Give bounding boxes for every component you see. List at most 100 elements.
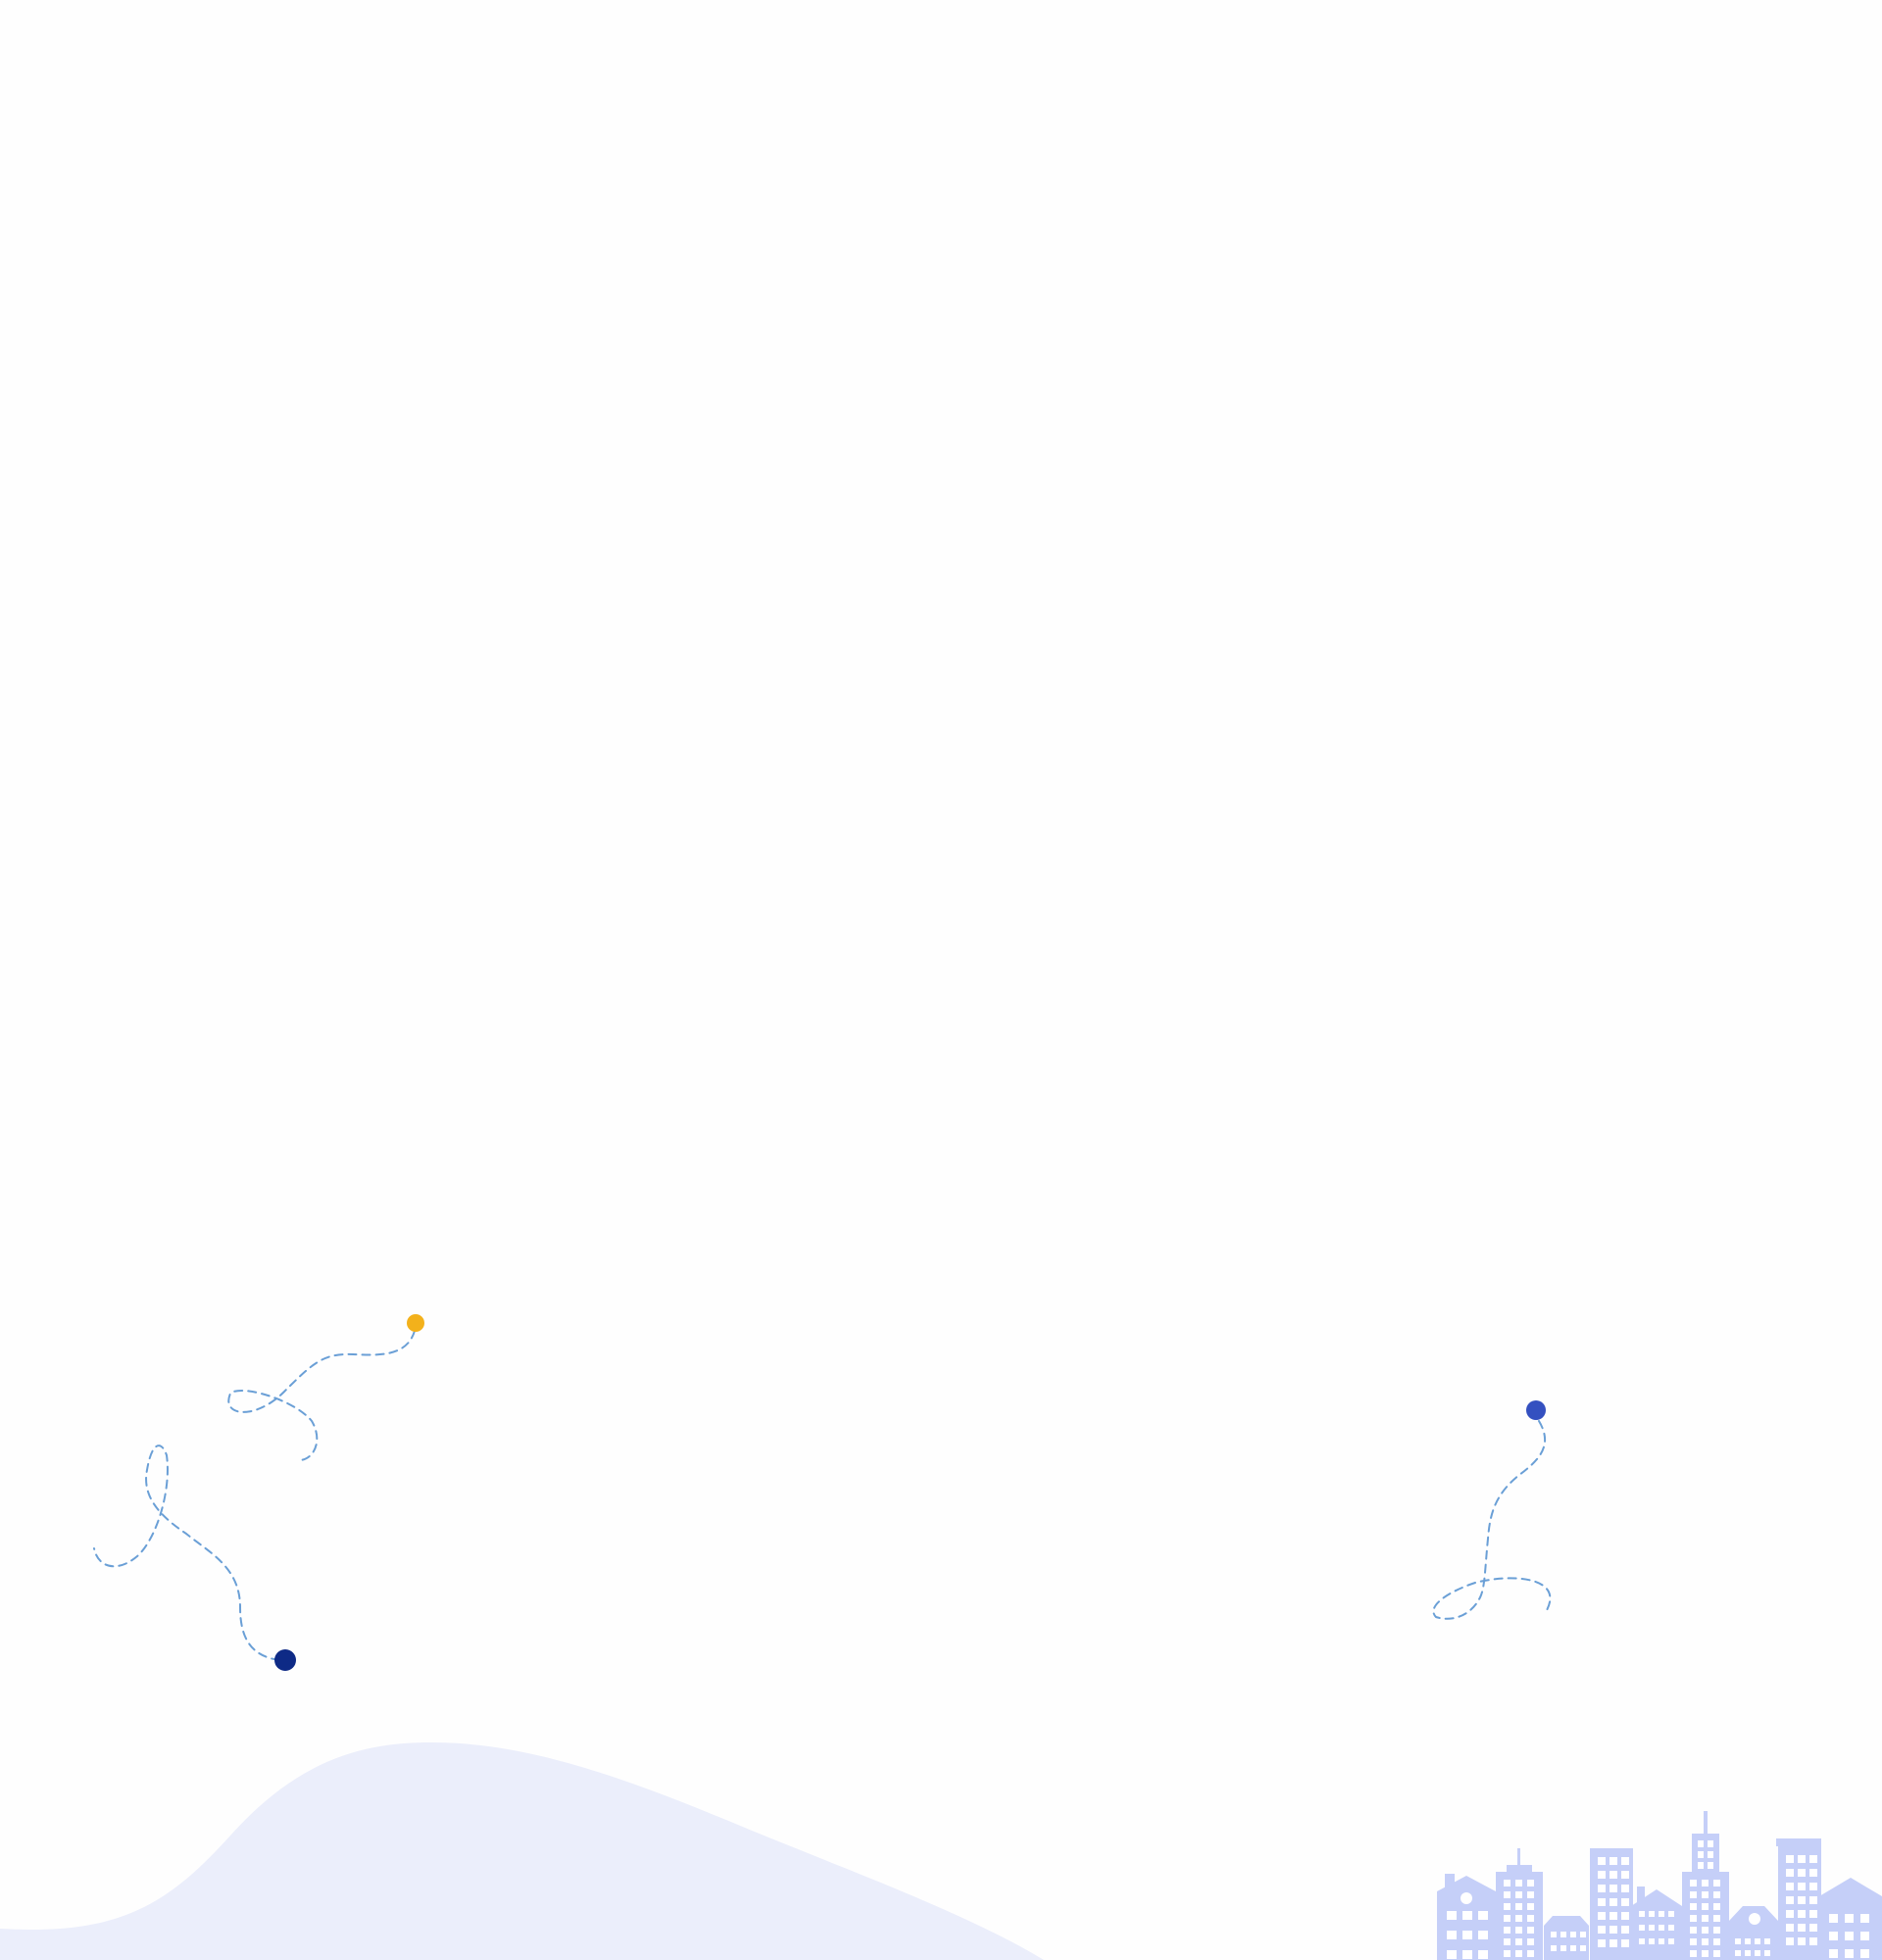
skyline-window — [1598, 1912, 1606, 1920]
skyline-window — [1570, 1932, 1576, 1937]
blue-dot — [1526, 1400, 1546, 1420]
skyline-window — [1845, 1914, 1854, 1923]
skyline-window — [1829, 1932, 1838, 1940]
skyline-window — [1639, 1911, 1645, 1917]
skyline-window — [1690, 1891, 1697, 1898]
skyline-window — [1690, 1950, 1697, 1957]
skyline-window — [1786, 1883, 1794, 1890]
skyline-window — [1447, 1931, 1457, 1939]
skyline-window — [1702, 1927, 1709, 1934]
skyline-window — [1690, 1880, 1697, 1886]
dashed-trail-blue — [1432, 1420, 1552, 1620]
skyline-window — [1860, 1932, 1869, 1940]
skyline-window — [1845, 1932, 1854, 1940]
yellow-dot — [407, 1314, 424, 1332]
skyline-window — [1708, 1862, 1713, 1869]
skyline-window — [1713, 1938, 1720, 1945]
skyline-window — [1504, 1891, 1511, 1898]
skyline-window — [1527, 1891, 1534, 1898]
skyline-window — [1698, 1840, 1704, 1847]
skyline-window — [1610, 1857, 1617, 1865]
dashed-trail-navy — [93, 1445, 280, 1661]
skyline-window — [1504, 1950, 1511, 1957]
skyline-window — [1786, 1869, 1794, 1877]
skyline-window — [1786, 1910, 1794, 1918]
skyline-window — [1621, 1912, 1629, 1920]
skyline-window — [1786, 1855, 1794, 1863]
skyline-window — [1668, 1938, 1674, 1944]
skyline-window — [1580, 1945, 1586, 1951]
skyline-window — [1698, 1862, 1704, 1869]
skyline-window — [1690, 1927, 1697, 1934]
skyline-window — [1798, 1937, 1806, 1945]
skyline-window — [1504, 1880, 1511, 1886]
skyline-window — [1798, 1896, 1806, 1904]
skyline-window — [1713, 1880, 1720, 1886]
skyline-window — [1786, 1937, 1794, 1945]
skyline-window — [1809, 1869, 1817, 1877]
skyline-window — [1598, 1857, 1606, 1865]
skyline-window — [1639, 1925, 1645, 1931]
skyline-window — [1708, 1840, 1713, 1847]
skyline-window — [1690, 1915, 1697, 1922]
skyline-window — [1462, 1931, 1472, 1939]
skyline-window — [1621, 1926, 1629, 1934]
skyline-window — [1809, 1924, 1817, 1932]
skyline-window — [1621, 1857, 1629, 1865]
skyline-window — [1462, 1911, 1472, 1920]
skyline-window — [1478, 1950, 1488, 1959]
hill-wave-shape — [0, 1742, 1044, 1960]
skyline-window — [1621, 1939, 1629, 1947]
skyline-window — [1447, 1911, 1457, 1920]
navy-dot — [274, 1649, 296, 1671]
skyline-window — [1527, 1880, 1534, 1886]
skyline-window — [1649, 1925, 1655, 1931]
skyline-window — [1702, 1950, 1709, 1957]
skyline-window — [1786, 1924, 1794, 1932]
skyline-window — [1598, 1885, 1606, 1892]
skyline-window — [1702, 1938, 1709, 1945]
skyline-window — [1462, 1950, 1472, 1959]
skyline-window — [1809, 1937, 1817, 1945]
skyline-window — [1478, 1911, 1488, 1920]
skyline-window — [1560, 1932, 1566, 1937]
skyline-window — [1764, 1950, 1770, 1956]
skyline-window — [1527, 1950, 1534, 1957]
skyline-window — [1610, 1898, 1617, 1906]
skyline-window — [1610, 1912, 1617, 1920]
skyline-window — [1668, 1911, 1674, 1917]
skyline-window — [1845, 1949, 1854, 1958]
skyline-window — [1713, 1927, 1720, 1934]
skyline-window — [1798, 1883, 1806, 1890]
skyline-window — [1659, 1911, 1664, 1917]
skyline-window — [1551, 1945, 1557, 1951]
skyline-window — [1570, 1945, 1576, 1951]
skyline-round-window — [1749, 1913, 1760, 1925]
skyline-window — [1621, 1885, 1629, 1892]
skyline-window — [1735, 1950, 1741, 1956]
skyline-window — [1829, 1949, 1838, 1958]
skyline-window — [1527, 1915, 1534, 1922]
skyline-window — [1708, 1851, 1713, 1858]
skyline-window — [1515, 1927, 1522, 1934]
skyline-round-window — [1461, 1892, 1472, 1904]
skyline-window — [1809, 1855, 1817, 1863]
skyline-window — [1668, 1925, 1674, 1931]
skyline-window — [1504, 1927, 1511, 1934]
skyline-window — [1860, 1949, 1869, 1958]
skyline-window — [1659, 1938, 1664, 1944]
city-skyline-icon — [1437, 1811, 1882, 1960]
skyline-window — [1515, 1903, 1522, 1910]
skyline-window — [1649, 1938, 1655, 1944]
skyline-window — [1764, 1938, 1770, 1944]
skyline-window — [1698, 1851, 1704, 1858]
skyline-window — [1527, 1903, 1534, 1910]
skyline-window — [1515, 1880, 1522, 1886]
skyline-window — [1527, 1927, 1534, 1934]
skyline-window — [1798, 1855, 1806, 1863]
skyline-window — [1860, 1914, 1869, 1923]
skyline-window — [1610, 1871, 1617, 1879]
skyline-window — [1702, 1880, 1709, 1886]
skyline-window — [1713, 1950, 1720, 1957]
